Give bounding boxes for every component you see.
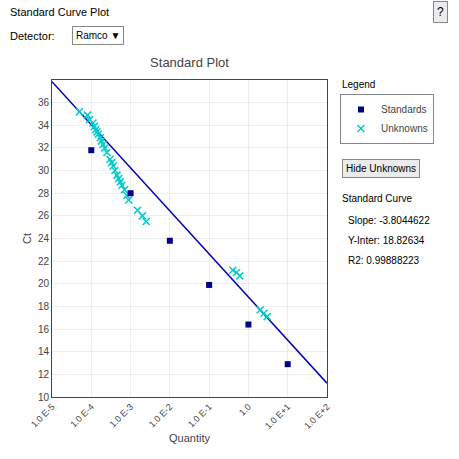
svg-text:1.0 E+2: 1.0 E+2 [302,402,331,431]
svg-text:1.0 E-5: 1.0 E-5 [29,402,57,430]
svg-text:36: 36 [38,97,50,108]
svg-text:Legend: Legend [342,79,375,90]
svg-text:Unknowns: Unknowns [381,123,428,134]
svg-text:28: 28 [38,188,50,199]
svg-text:?: ? [437,5,444,19]
svg-text:24: 24 [38,233,50,244]
svg-text:20: 20 [38,278,50,289]
svg-text:1.0 E+1: 1.0 E+1 [263,402,292,431]
svg-text:Standard Curve: Standard Curve [342,193,412,204]
svg-text:18: 18 [38,301,50,312]
svg-text:22: 22 [38,256,50,267]
svg-text:1.0 E-3: 1.0 E-3 [108,402,136,430]
svg-text:Standards: Standards [381,104,427,115]
svg-text:26: 26 [38,210,50,221]
svg-text:Standard Curve Plot: Standard Curve Plot [10,6,109,18]
svg-text:Ramco ▼: Ramco ▼ [76,30,120,41]
svg-text:1.0 E-4: 1.0 E-4 [68,402,96,430]
svg-text:16: 16 [38,324,50,335]
svg-text:Slope: -3.8044622: Slope: -3.8044622 [348,215,430,226]
svg-text:14: 14 [38,346,50,357]
svg-text:Hide Unknowns: Hide Unknowns [346,163,416,174]
svg-text:30: 30 [38,165,50,176]
svg-text:10: 10 [38,392,50,403]
svg-text:1.0 E-1: 1.0 E-1 [186,402,214,430]
svg-text:34: 34 [38,120,50,131]
svg-text:Standard Plot: Standard Plot [150,55,229,70]
svg-text:Detector:: Detector: [10,30,55,42]
svg-text:12: 12 [38,369,50,380]
svg-text:Quantity: Quantity [169,432,210,444]
svg-text:32: 32 [38,142,50,153]
svg-text:1.0 E-2: 1.0 E-2 [147,402,175,430]
svg-text:1.0: 1.0 [237,402,253,418]
svg-text:Y-Inter: 18.82634: Y-Inter: 18.82634 [348,235,425,246]
svg-text:Ct: Ct [21,233,33,244]
svg-text:R2: 0.99888223: R2: 0.99888223 [348,255,420,266]
